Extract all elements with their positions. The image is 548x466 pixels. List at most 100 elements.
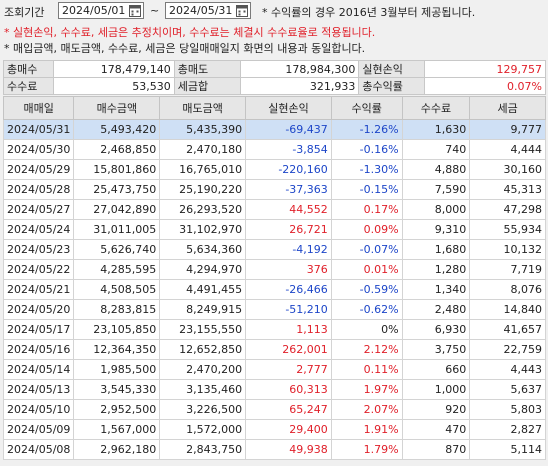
table-row[interactable]: 2024/05/29 15,801,860 16,765,010 -220,160 -1… xyxy=(2,159,546,180)
tax-cell: 4,444 xyxy=(469,139,546,160)
tax-cell: 5,114 xyxy=(469,439,546,460)
buy-amount-cell: 2,952,500 xyxy=(73,399,161,420)
return-rate-cell: 0.01% xyxy=(330,259,403,280)
calendar-icon[interactable] xyxy=(236,4,248,17)
table-row[interactable]: 2024/05/30 2,468,850 2,470,180 -3,854 -0.16%… xyxy=(2,139,546,160)
tax-cell: 14,840 xyxy=(469,299,546,320)
sell-amount-cell: 4,294,970 xyxy=(159,259,247,280)
table-row[interactable]: 2024/05/27 27,042,890 26,293,520 44,552 0.17… xyxy=(2,199,546,220)
return-rate-cell: -1.30% xyxy=(330,159,403,180)
table-row[interactable]: 2024/05/16 12,364,350 12,652,850 262,001 2.1… xyxy=(2,339,546,360)
end-date-input[interactable]: 2024/05/31 xyxy=(165,2,251,19)
buy-amount-cell: 3,545,330 xyxy=(73,379,161,400)
summary-label: 총매도 xyxy=(173,60,241,78)
fee-cell: 2,480 xyxy=(401,299,471,320)
fee-cell: 4,880 xyxy=(401,159,471,180)
table-row[interactable]: 2024/05/10 2,952,500 3,226,500 65,247 2.07% 9… xyxy=(2,399,546,420)
trade-date-cell: 2024/05/21 xyxy=(2,279,75,300)
column-header[interactable]: 매수금액 xyxy=(73,96,161,120)
buy-amount-cell: 25,473,750 xyxy=(73,179,161,200)
trade-date-cell: 2024/05/14 xyxy=(2,359,75,380)
table-row[interactable]: 2024/05/21 4,508,505 4,491,455 -26,466 -0.59… xyxy=(2,279,546,300)
column-header[interactable]: 실현손익 xyxy=(245,96,332,120)
trade-date-cell: 2024/05/30 xyxy=(2,139,75,160)
fee-cell: 1,340 xyxy=(401,279,471,300)
summary-value: 178,479,140 xyxy=(52,60,175,78)
table-row[interactable]: 2024/05/08 2,962,180 2,843,750 49,938 1.79% 8… xyxy=(2,439,546,460)
sell-amount-cell: 5,435,390 xyxy=(159,119,247,140)
realized-pnl-cell: -220,160 xyxy=(245,159,332,180)
tax-cell: 45,313 xyxy=(469,179,546,200)
sell-amount-cell: 3,135,460 xyxy=(159,379,247,400)
tax-cell: 5,637 xyxy=(469,379,546,400)
column-header[interactable]: 매도금액 xyxy=(159,96,247,120)
trade-date-cell: 2024/05/09 xyxy=(2,419,75,440)
realized-pnl-cell: 49,938 xyxy=(245,439,332,460)
tax-cell: 55,934 xyxy=(469,219,546,240)
tax-cell: 41,657 xyxy=(469,319,546,340)
trade-date-cell: 2024/05/08 xyxy=(2,439,75,460)
sell-amount-cell: 26,293,520 xyxy=(159,199,247,220)
return-rate-cell: 0.11% xyxy=(330,359,403,380)
realized-pnl-cell: -3,854 xyxy=(245,139,332,160)
column-header[interactable]: 수수료 xyxy=(401,96,471,120)
trade-date-cell: 2024/05/28 xyxy=(2,179,75,200)
period-label: 조회기간 xyxy=(4,6,45,19)
column-header[interactable]: 매매일 xyxy=(2,96,75,120)
trade-date-cell: 2024/05/31 xyxy=(2,119,75,140)
sell-amount-cell: 5,634,360 xyxy=(159,239,247,260)
tax-cell: 5,803 xyxy=(469,399,546,420)
column-header[interactable]: 수익률 xyxy=(330,96,403,120)
start-date-input[interactable]: 2024/05/01 xyxy=(58,2,144,19)
fee-cell: 870 xyxy=(401,439,471,460)
tax-cell: 7,719 xyxy=(469,259,546,280)
table-row[interactable]: 2024/05/23 5,626,740 5,634,360 -4,192 -0.07%… xyxy=(2,239,546,260)
table-row[interactable]: 2024/05/20 8,283,815 8,249,915 -51,210 -0.62… xyxy=(2,299,546,320)
realized-pnl-cell: -26,466 xyxy=(245,279,332,300)
fee-cell: 6,930 xyxy=(401,319,471,340)
sell-amount-cell: 2,470,200 xyxy=(159,359,247,380)
table-row[interactable]: 2024/05/24 31,011,005 31,102,970 26,721 0.09… xyxy=(2,219,546,240)
trade-date-cell: 2024/05/24 xyxy=(2,219,75,240)
table-row[interactable]: 2024/05/13 3,545,330 3,135,460 60,313 1.97% 1… xyxy=(2,379,546,400)
summary-value: 53,530 xyxy=(52,77,175,95)
table-row[interactable]: 2024/05/31 5,493,420 5,435,390 -69,437 -1.26… xyxy=(2,119,546,140)
fee-cell: 470 xyxy=(401,419,471,440)
end-date-value: 2024/05/31 xyxy=(169,4,233,17)
return-rate-cell: -0.15% xyxy=(330,179,403,200)
return-rate-cell: 0.09% xyxy=(330,219,403,240)
trade-date-cell: 2024/05/16 xyxy=(2,339,75,360)
table-row[interactable]: 2024/05/17 23,105,850 23,155,550 1,113 0% 6,9… xyxy=(2,319,546,340)
trade-date-cell: 2024/05/20 xyxy=(2,299,75,320)
buy-amount-cell: 8,283,815 xyxy=(73,299,161,320)
buy-amount-cell: 1,985,500 xyxy=(73,359,161,380)
realized-pnl-cell: 65,247 xyxy=(245,399,332,420)
buy-amount-cell: 5,493,420 xyxy=(73,119,161,140)
buy-amount-cell: 23,105,850 xyxy=(73,319,161,340)
tax-cell: 30,160 xyxy=(469,159,546,180)
buy-amount-cell: 4,285,595 xyxy=(73,259,161,280)
buy-amount-cell: 12,364,350 xyxy=(73,339,161,360)
realized-pnl-cell: 60,313 xyxy=(245,379,332,400)
fee-cell: 7,590 xyxy=(401,179,471,200)
realized-pnl-cell: 262,001 xyxy=(245,339,332,360)
column-header[interactable]: 세금 xyxy=(469,96,546,120)
return-rate-cell: -1.26% xyxy=(330,119,403,140)
trade-date-cell: 2024/05/17 xyxy=(2,319,75,340)
sell-amount-cell: 16,765,010 xyxy=(159,159,247,180)
table-row[interactable]: 2024/05/09 1,567,000 1,572,000 29,400 1.91% 4… xyxy=(2,419,546,440)
table-row[interactable]: 2024/05/14 1,985,500 2,470,200 2,777 0.11% 66… xyxy=(2,359,546,380)
table-row[interactable]: 2024/05/28 25,473,750 25,190,220 -37,363 -0.… xyxy=(2,179,546,200)
sell-amount-cell: 23,155,550 xyxy=(159,319,247,340)
summary-value: 0.07% xyxy=(424,77,546,95)
realized-pnl-cell: 1,113 xyxy=(245,319,332,340)
table-row[interactable]: 2024/05/22 4,285,595 4,294,970 376 0.01% 1,28… xyxy=(2,259,546,280)
sell-amount-cell: 2,843,750 xyxy=(159,439,247,460)
fee-cell: 8,000 xyxy=(401,199,471,220)
trade-date-cell: 2024/05/29 xyxy=(2,159,75,180)
tax-cell: 2,827 xyxy=(469,419,546,440)
return-rate-cell: -0.59% xyxy=(330,279,403,300)
calendar-icon[interactable] xyxy=(129,4,141,17)
trade-date-cell: 2024/05/22 xyxy=(2,259,75,280)
